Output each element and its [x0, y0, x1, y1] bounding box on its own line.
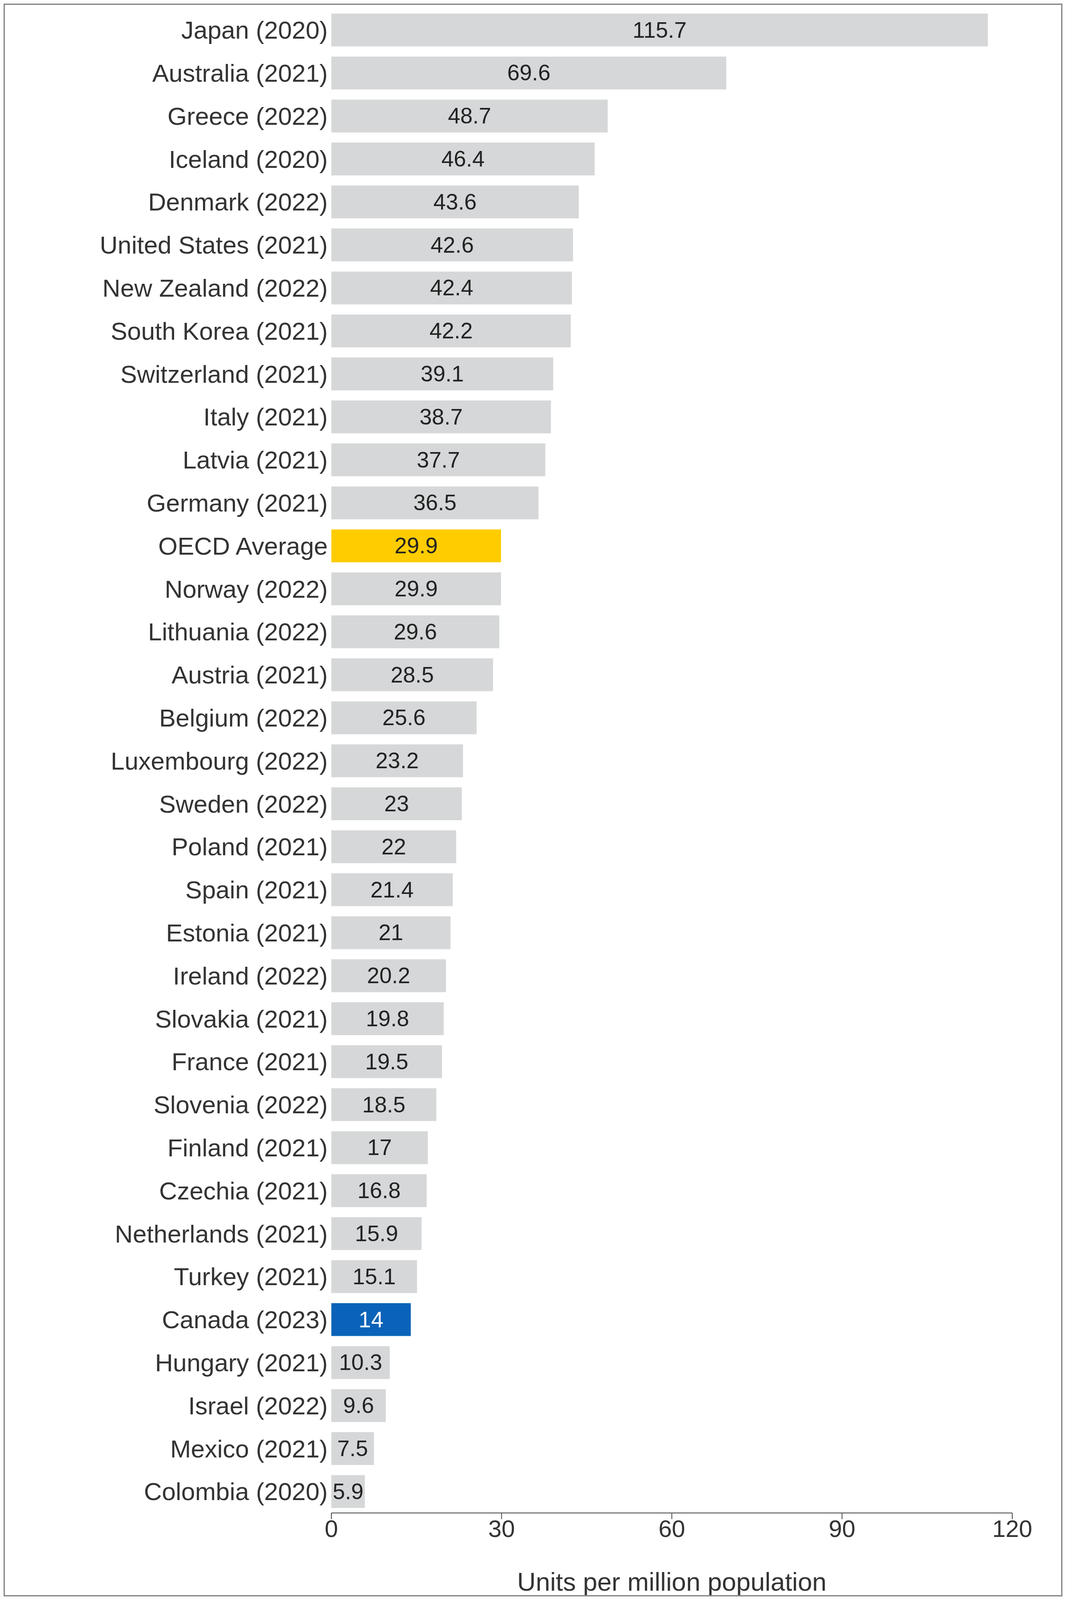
svg-text:19.5: 19.5 [365, 1049, 409, 1075]
svg-text:Sweden (2022): Sweden (2022) [159, 790, 328, 819]
svg-text:14: 14 [358, 1307, 384, 1333]
svg-text:42.6: 42.6 [430, 232, 474, 258]
svg-text:69.6: 69.6 [507, 60, 551, 86]
svg-text:29.9: 29.9 [394, 533, 438, 559]
svg-text:Greece (2022): Greece (2022) [167, 102, 328, 131]
svg-text:15.9: 15.9 [354, 1221, 398, 1247]
svg-text:Finland (2021): Finland (2021) [167, 1133, 328, 1162]
svg-text:Luxembourg (2022): Luxembourg (2022) [110, 747, 328, 776]
svg-text:21: 21 [378, 920, 404, 946]
svg-text:Canada (2023): Canada (2023) [161, 1305, 328, 1334]
svg-text:18.5: 18.5 [362, 1092, 406, 1118]
svg-text:Germany (2021): Germany (2021) [146, 489, 328, 518]
svg-text:38.7: 38.7 [419, 404, 463, 430]
svg-text:48.7: 48.7 [447, 103, 491, 129]
svg-text:19.8: 19.8 [365, 1006, 410, 1032]
svg-text:Netherlands (2021): Netherlands (2021) [115, 1220, 328, 1249]
svg-text:23.2: 23.2 [375, 748, 419, 774]
svg-text:Latvia (2021): Latvia (2021) [182, 445, 328, 474]
svg-text:22: 22 [381, 834, 407, 860]
svg-text:Hungary (2021): Hungary (2021) [155, 1348, 328, 1377]
svg-text:30: 30 [488, 1515, 515, 1543]
svg-text:Australia (2021): Australia (2021) [152, 59, 328, 88]
svg-text:Estonia (2021): Estonia (2021) [166, 918, 328, 947]
svg-text:Mexico (2021): Mexico (2021) [170, 1435, 328, 1464]
svg-text:Czechia (2021): Czechia (2021) [159, 1177, 328, 1206]
svg-text:Turkey (2021): Turkey (2021) [174, 1262, 329, 1291]
svg-text:39.1: 39.1 [420, 361, 464, 387]
svg-text:9.6: 9.6 [343, 1393, 375, 1419]
svg-text:46.4: 46.4 [441, 146, 485, 172]
svg-text:16.8: 16.8 [357, 1178, 401, 1204]
svg-text:Slovakia (2021): Slovakia (2021) [155, 1005, 328, 1034]
svg-text:Iceland (2020): Iceland (2020) [168, 145, 328, 174]
svg-text:New Zealand (2022): New Zealand (2022) [102, 274, 328, 303]
svg-text:120: 120 [992, 1515, 1033, 1543]
svg-text:60: 60 [658, 1515, 685, 1543]
svg-text:7.5: 7.5 [337, 1436, 369, 1462]
svg-text:15.1: 15.1 [352, 1264, 396, 1290]
svg-text:21.4: 21.4 [370, 877, 414, 903]
svg-text:Units per million population: Units per million population [517, 1567, 827, 1596]
svg-text:5.9: 5.9 [332, 1479, 364, 1505]
svg-text:Switzerland (2021): Switzerland (2021) [120, 360, 328, 389]
svg-text:Norway (2022): Norway (2022) [164, 575, 328, 604]
svg-text:Spain (2021): Spain (2021) [185, 875, 328, 904]
svg-text:0: 0 [324, 1515, 339, 1543]
svg-text:36.5: 36.5 [413, 490, 457, 516]
svg-text:Japan (2020): Japan (2020) [181, 15, 328, 44]
svg-text:France (2021): France (2021) [171, 1047, 328, 1076]
svg-text:90: 90 [828, 1515, 856, 1543]
svg-text:OECD Average: OECD Average [158, 532, 328, 561]
svg-text:28.5: 28.5 [390, 662, 434, 688]
svg-text:29.6: 29.6 [393, 619, 437, 645]
svg-text:Poland (2021): Poland (2021) [171, 832, 328, 861]
svg-text:29.9: 29.9 [394, 576, 438, 602]
svg-text:17: 17 [367, 1135, 393, 1161]
svg-text:United States (2021): United States (2021) [99, 230, 328, 259]
svg-text:Denmark (2022): Denmark (2022) [147, 187, 328, 216]
svg-text:42.2: 42.2 [429, 318, 473, 344]
svg-text:Italy (2021): Italy (2021) [203, 402, 328, 431]
svg-text:10.3: 10.3 [338, 1350, 382, 1376]
svg-text:115.7: 115.7 [632, 17, 687, 43]
svg-text:Belgium (2022): Belgium (2022) [159, 704, 328, 732]
svg-text:Austria (2021): Austria (2021) [171, 660, 328, 689]
svg-text:Ireland (2022): Ireland (2022) [172, 962, 328, 991]
svg-text:Colombia (2020): Colombia (2020) [143, 1477, 328, 1506]
svg-text:43.6: 43.6 [433, 189, 477, 215]
svg-text:42.4: 42.4 [429, 275, 474, 301]
svg-text:37.7: 37.7 [416, 447, 460, 473]
svg-text:Slovenia (2022): Slovenia (2022) [153, 1090, 328, 1119]
svg-text:23: 23 [384, 791, 410, 817]
svg-text:20.2: 20.2 [366, 963, 410, 989]
svg-text:South Korea (2021): South Korea (2021) [110, 317, 328, 346]
svg-text:25.6: 25.6 [382, 705, 426, 731]
svg-text:Lithuania (2022): Lithuania (2022) [147, 617, 328, 646]
svg-text:Israel (2022): Israel (2022) [188, 1392, 328, 1421]
